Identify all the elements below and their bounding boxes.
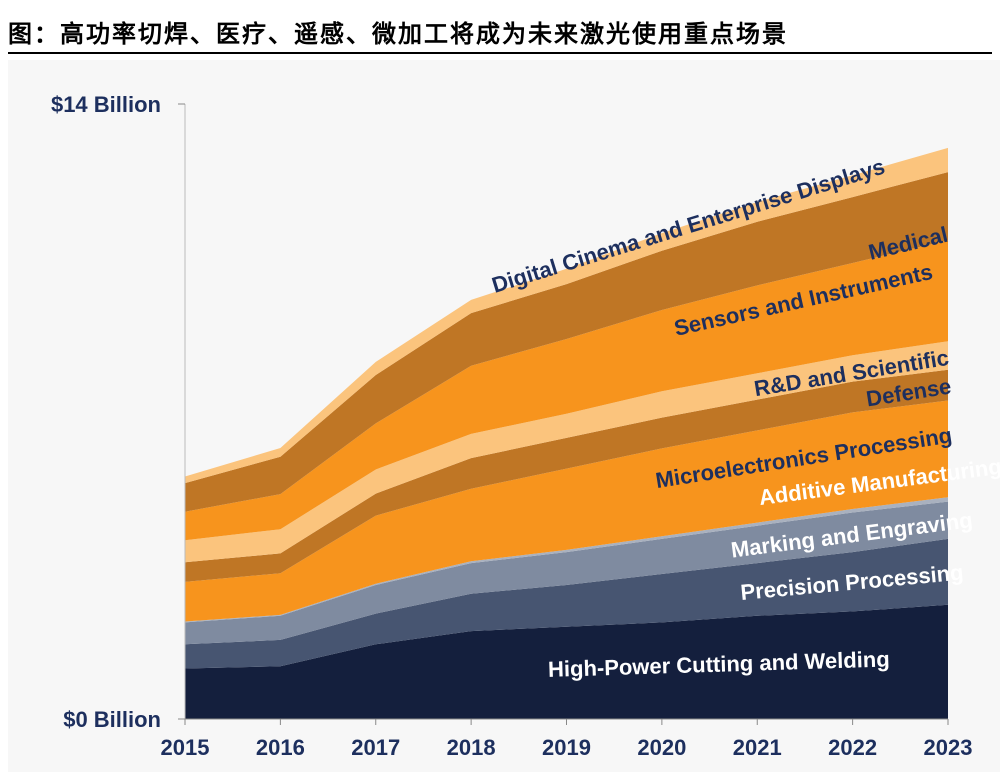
x-tick-label: 2015 <box>161 735 210 760</box>
area-marking-and-engraving <box>185 501 948 645</box>
x-tick-label: 2021 <box>733 735 782 760</box>
y-tick-label: $0 Billion <box>63 707 161 732</box>
area-series-group <box>185 147 948 719</box>
x-tick-label: 2019 <box>542 735 591 760</box>
area-defense <box>185 369 948 582</box>
area-high-power-cutting-and-welding <box>185 604 948 719</box>
x-tick-label: 2023 <box>924 735 973 760</box>
area-medical <box>185 172 948 512</box>
x-tick-label: 2018 <box>447 735 496 760</box>
area-microelectronics-processing <box>185 400 948 622</box>
area-precision-processing <box>185 538 948 669</box>
area-sensors-and-instruments <box>185 240 948 541</box>
area-additive-manufacturing <box>185 497 948 623</box>
title-divider <box>8 52 992 54</box>
x-tick-label: 2020 <box>637 735 686 760</box>
x-tick-label: 2017 <box>351 735 400 760</box>
axes-group: $0 Billion $14 Billion 2015 2016 2017 2018 201… <box>51 92 973 760</box>
page-title: 图：高功率切焊、医疗、遥感、微加工将成为未来激光使用重点场景 <box>8 19 788 48</box>
y-tick-label: $14 Billion <box>51 92 161 117</box>
x-tick-label: 2016 <box>256 735 305 760</box>
area-randd-and-scientific <box>185 341 948 563</box>
area-digital-cinema-and-enterprise-displays <box>185 147 948 484</box>
x-tick-label: 2022 <box>828 735 877 760</box>
